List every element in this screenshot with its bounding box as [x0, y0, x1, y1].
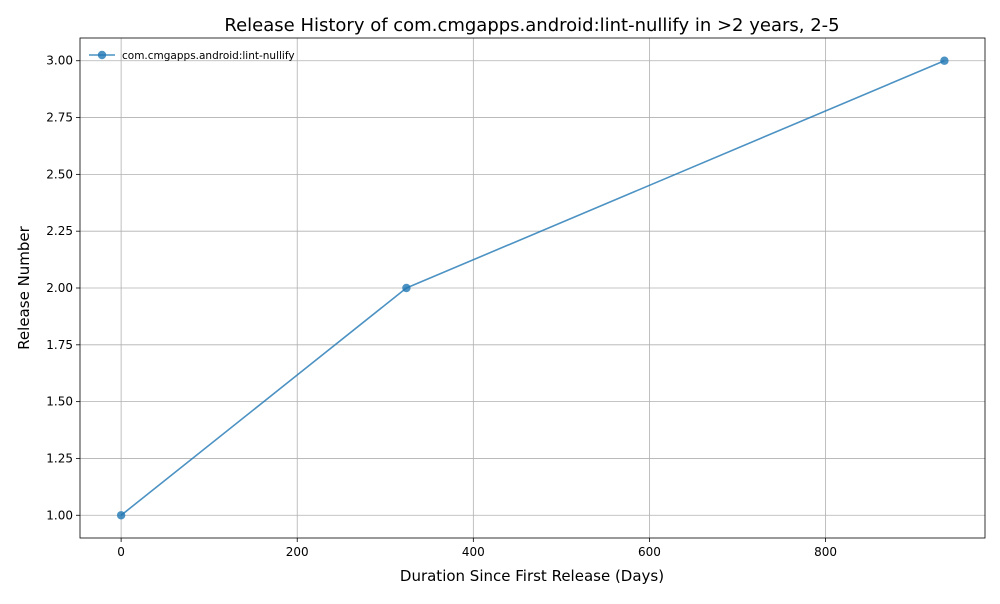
- chart-title: Release History of com.cmgapps.android:l…: [224, 15, 839, 36]
- y-axis-label: Release Number: [15, 225, 33, 349]
- y-tick-label: 3.00: [46, 54, 73, 68]
- y-tick-label: 1.00: [46, 508, 73, 522]
- y-tick-label: 2.50: [46, 167, 73, 181]
- x-tick-label: 200: [286, 545, 309, 559]
- grid: [80, 38, 985, 538]
- y-tick-label: 1.25: [46, 451, 73, 465]
- data-point: [940, 56, 949, 65]
- x-tick-label: 400: [462, 545, 485, 559]
- y-tick-label: 1.50: [46, 395, 73, 409]
- y-tick-label: 2.00: [46, 281, 73, 295]
- series: [116, 56, 949, 520]
- y-tick-label: 2.75: [46, 111, 73, 125]
- legend-marker: [97, 50, 107, 60]
- legend-label: com.cmgapps.android:lint-nullify: [122, 50, 295, 62]
- y-tick-label: 2.25: [46, 224, 73, 238]
- x-axis-label: Duration Since First Release (Days): [400, 567, 664, 585]
- data-point: [116, 511, 126, 520]
- x-tick-label: 600: [638, 545, 661, 559]
- x-tick-label: 0: [117, 545, 125, 559]
- legend: com.cmgapps.android:lint-nullify: [89, 50, 295, 62]
- ticks: 0 200 400 600 800 1.00 1.25 1.50 1.75 2.00 2.25 2.5…: [46, 54, 837, 559]
- data-point: [402, 283, 411, 293]
- y-tick-label: 1.75: [46, 338, 73, 352]
- x-tick-label: 800: [814, 545, 837, 559]
